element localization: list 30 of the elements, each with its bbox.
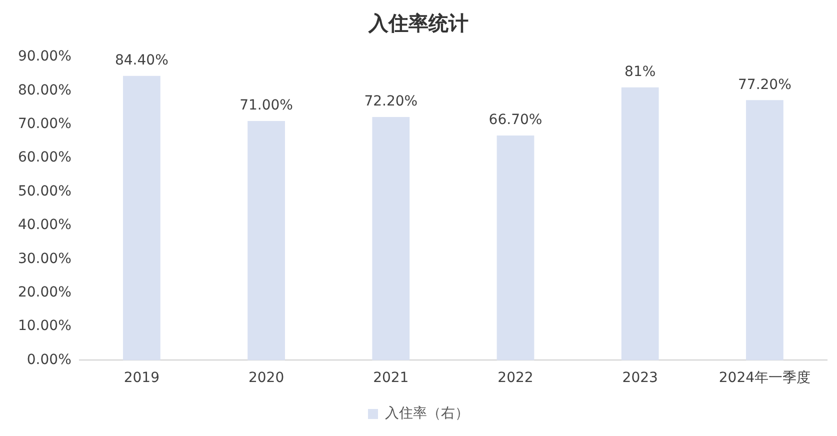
bar — [746, 100, 784, 360]
x-tick-label: 2024年一季度 — [718, 370, 811, 386]
data-label: 81% — [624, 64, 656, 80]
bar — [496, 135, 534, 360]
y-tick-label: 50.00% — [18, 183, 72, 200]
y-tick-label: 60.00% — [18, 150, 72, 166]
y-tick-label: 80.00% — [18, 82, 72, 98]
x-tick-label: 2020 — [248, 370, 284, 386]
x-tick-label: 2021 — [373, 370, 409, 386]
x-tick-label: 2022 — [498, 370, 534, 386]
y-tick-label: 90.00% — [18, 48, 72, 65]
legend-label: 入住率（右） — [385, 406, 469, 422]
data-label: 71.00% — [240, 98, 293, 114]
y-tick-label: 20.00% — [18, 284, 72, 300]
bar — [248, 121, 285, 360]
x-tick-label: 2023 — [622, 370, 658, 386]
bar — [122, 76, 160, 360]
data-label: 66.70% — [488, 112, 542, 128]
y-tick-label: 30.00% — [18, 250, 72, 267]
chart-title: 入住率统计 — [368, 11, 468, 36]
x-tick-label: 2019 — [124, 370, 160, 386]
data-label: 77.20% — [738, 76, 792, 93]
y-tick-label: 40.00% — [18, 217, 72, 234]
bar — [621, 87, 659, 360]
data-label: 72.20% — [364, 94, 418, 110]
y-tick-label: 10.00% — [18, 318, 72, 334]
bar — [372, 116, 410, 360]
y-tick-label: 70.00% — [18, 116, 72, 132]
y-tick-label: 0.00% — [26, 352, 72, 368]
data-label: 84.40% — [114, 52, 168, 69]
